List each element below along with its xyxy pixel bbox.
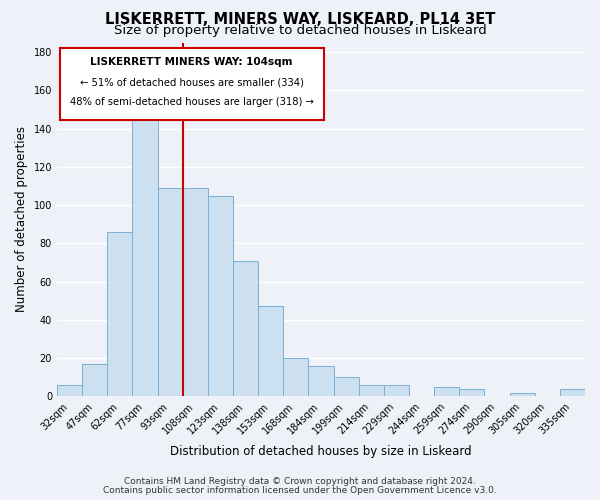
Bar [57,385,82,396]
Y-axis label: Number of detached properties: Number of detached properties [15,126,28,312]
X-axis label: Distribution of detached houses by size in Liskeard: Distribution of detached houses by size … [170,444,472,458]
Bar [384,385,409,396]
Text: Size of property relative to detached houses in Liskeard: Size of property relative to detached ho… [113,24,487,37]
Bar [459,388,484,396]
Bar [82,364,107,396]
Bar [334,378,359,396]
Text: Contains HM Land Registry data © Crown copyright and database right 2024.: Contains HM Land Registry data © Crown c… [124,477,476,486]
Bar [233,260,258,396]
Bar [107,232,133,396]
Bar [509,392,535,396]
Bar [359,385,384,396]
Text: Contains public sector information licensed under the Open Government Licence v3: Contains public sector information licen… [103,486,497,495]
Bar [434,387,459,396]
Bar [308,366,334,396]
Text: 48% of semi-detached houses are larger (318) →: 48% of semi-detached houses are larger (… [70,98,314,108]
Bar [158,188,182,396]
Bar [258,306,283,396]
Bar [283,358,308,397]
Bar [182,188,208,396]
Bar [133,117,158,396]
Text: LISKERRETT MINERS WAY: 104sqm: LISKERRETT MINERS WAY: 104sqm [91,56,293,66]
Bar [208,196,233,396]
Bar [560,388,585,396]
Text: ← 51% of detached houses are smaller (334): ← 51% of detached houses are smaller (33… [80,78,304,88]
FancyBboxPatch shape [59,48,323,120]
Text: LISKERRETT, MINERS WAY, LISKEARD, PL14 3ET: LISKERRETT, MINERS WAY, LISKEARD, PL14 3… [105,12,495,28]
